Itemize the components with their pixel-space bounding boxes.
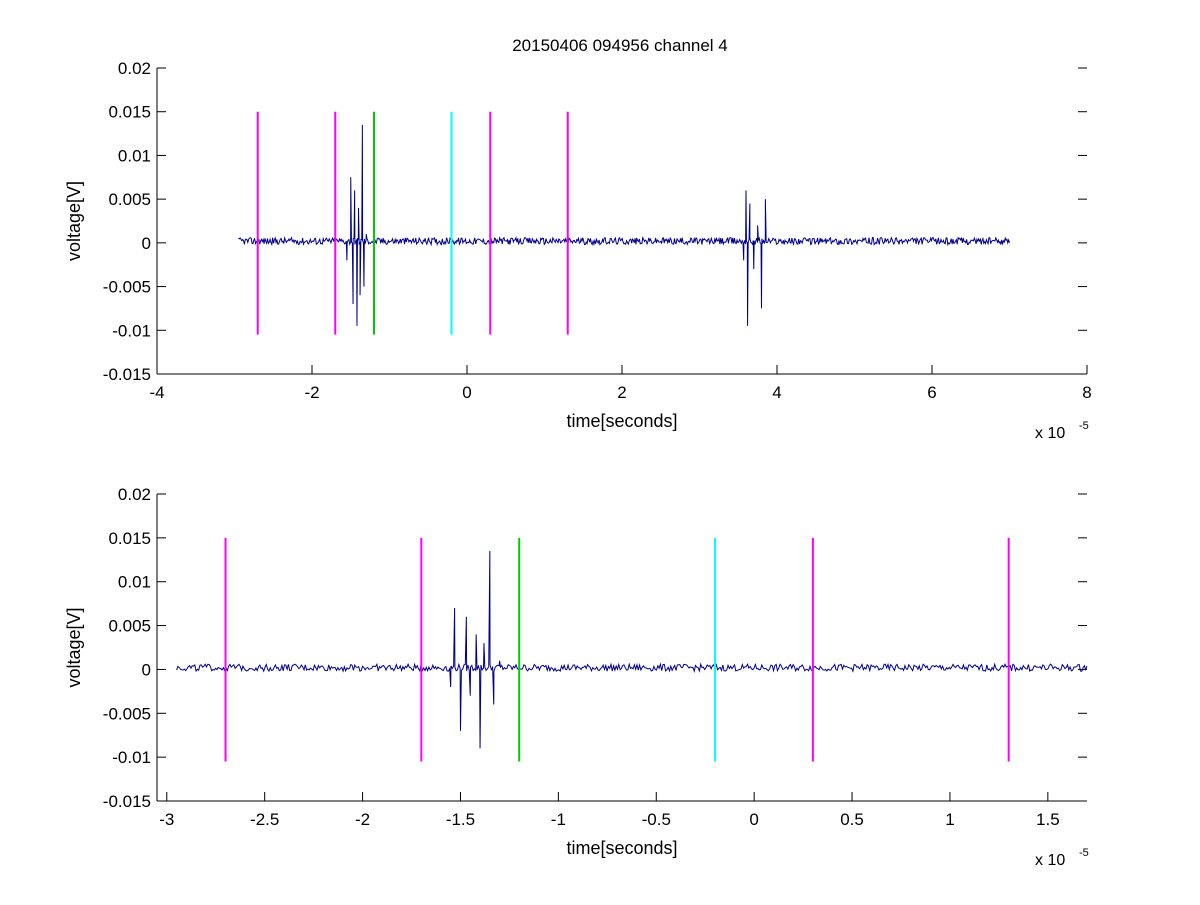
y-tick-label: 0.005	[108, 617, 151, 636]
x-tick-label: -1	[551, 810, 566, 829]
y-axis-label: voltage[V]	[64, 607, 84, 687]
y-axis-label: voltage[V]	[64, 181, 84, 261]
x-tick-label: -2.5	[250, 810, 279, 829]
bottom-plot: -0.015 -0.01 -0.005 0 0.005 0.01 0.015 0.02 -3 -2…	[64, 485, 1089, 869]
x-tick-label: -2	[355, 810, 370, 829]
y-tick-label: 0	[142, 234, 151, 253]
x-tick-label: 1	[945, 810, 954, 829]
y-tick-label: -0.01	[112, 748, 151, 767]
x-tick-label: -0.5	[642, 810, 671, 829]
y-tick-label: 0.015	[108, 103, 151, 122]
x-tick-label: -2	[304, 383, 319, 402]
x-tick-label: 8	[1082, 383, 1091, 402]
figure-title: 20150406 094956 channel 4	[512, 36, 728, 55]
x-tick-label: 0	[462, 383, 471, 402]
y-tick-label: -0.005	[103, 278, 151, 297]
y-tick-label: -0.015	[103, 365, 151, 384]
top-plot: -0.015 -0.01 -0.005 0 0.005 0.01 0.015 0.02 -4 -2…	[64, 59, 1092, 442]
x-axis-label: time[seconds]	[566, 411, 677, 431]
x-tick-label: -3	[159, 810, 174, 829]
x-multiplier: x 10	[1035, 852, 1065, 869]
y-tick-label: 0.02	[118, 485, 151, 504]
y-tick-label: -0.005	[103, 704, 151, 723]
x-tick-label: 2	[617, 383, 626, 402]
y-tick-label: -0.015	[103, 792, 151, 811]
x-tick-label: 0	[749, 810, 758, 829]
x-tick-label: -1.5	[446, 810, 475, 829]
y-tick-label: -0.01	[112, 321, 151, 340]
y-tick-label: 0.005	[108, 190, 151, 209]
y-tick-label: 0.01	[118, 146, 151, 165]
x-tick-label: -4	[149, 383, 164, 402]
y-tick-label: 0	[142, 660, 151, 679]
x-axis-label: time[seconds]	[566, 838, 677, 858]
x-tick-label: 0.5	[840, 810, 864, 829]
y-tick-label: 0.01	[118, 573, 151, 592]
y-tick-label: 0.02	[118, 59, 151, 78]
x-multiplier-exponent: -5	[1079, 847, 1089, 859]
x-multiplier-exponent: -5	[1079, 420, 1089, 432]
x-tick-label: 1.5	[1036, 810, 1060, 829]
x-tick-label: 4	[772, 383, 781, 402]
signal-trace	[176, 551, 1088, 749]
signal-trace	[238, 124, 1010, 326]
x-multiplier: x 10	[1035, 425, 1065, 442]
y-tick-label: 0.015	[108, 529, 151, 548]
x-tick-label: 6	[927, 383, 936, 402]
